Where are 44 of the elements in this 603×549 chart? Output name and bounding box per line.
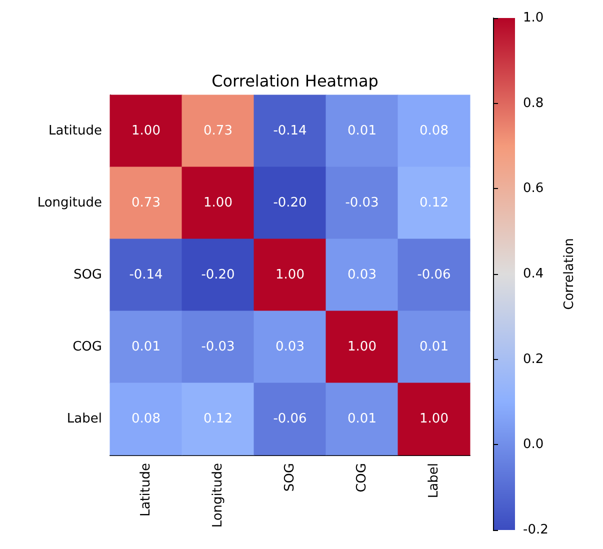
x-tick-label: COG <box>354 463 370 492</box>
data-label: 0.03 <box>348 268 376 282</box>
data-label: 0.08 <box>420 124 448 138</box>
data-label: 0.08 <box>132 412 160 426</box>
color-bar-label: 0.6 <box>523 181 544 196</box>
data-label: -0.14 <box>273 124 307 138</box>
data-label: -0.06 <box>417 268 451 282</box>
y-tick-label: Label <box>66 412 102 426</box>
data-label: 0.01 <box>348 412 376 426</box>
data-label: -0.06 <box>273 412 307 426</box>
color-bar-label: 0.8 <box>523 96 544 111</box>
x-tick-label: SOG <box>282 463 298 492</box>
data-label: 0.01 <box>420 340 448 354</box>
color-bar-label: 0.4 <box>523 266 544 282</box>
data-label: 0.01 <box>132 340 160 354</box>
y-tick-label: SOG <box>73 268 102 282</box>
chart-title: Correlation Heatmap <box>212 72 378 90</box>
data-label: 1.00 <box>132 124 160 138</box>
y-tick-label: Longitude <box>37 196 102 210</box>
data-label: 1.00 <box>276 268 304 282</box>
data-label: 1.00 <box>348 340 376 354</box>
data-label: -0.20 <box>201 268 235 282</box>
data-label: -0.14 <box>129 268 163 282</box>
data-label: -0.20 <box>273 196 307 210</box>
color-bar-label: 0.0 <box>523 437 544 452</box>
data-label: 0.01 <box>348 124 376 138</box>
data-label: -0.03 <box>201 340 235 354</box>
y-tick-label: COG <box>72 340 102 354</box>
data-label: 0.03 <box>276 340 304 354</box>
data-label: 1.00 <box>204 196 232 210</box>
x-tick-label: Longitude <box>210 463 226 528</box>
data-label: 0.73 <box>204 124 232 138</box>
color-bar-label: 1.0 <box>523 10 544 26</box>
x-tick-label: Label <box>426 463 442 498</box>
data-label: 1.00 <box>420 412 448 426</box>
y-tick-label: Latitude <box>48 124 102 138</box>
color-bar-title: Correlation <box>562 238 577 310</box>
data-label: 0.73 <box>132 196 160 210</box>
data-label: 0.12 <box>420 196 448 210</box>
data-label: -0.03 <box>345 196 379 210</box>
color-bar-label: -0.2 <box>523 522 548 538</box>
color-bar-label: 0.2 <box>523 352 544 367</box>
x-tick-label: Latitude <box>138 463 154 517</box>
data-label: 0.12 <box>204 412 232 426</box>
